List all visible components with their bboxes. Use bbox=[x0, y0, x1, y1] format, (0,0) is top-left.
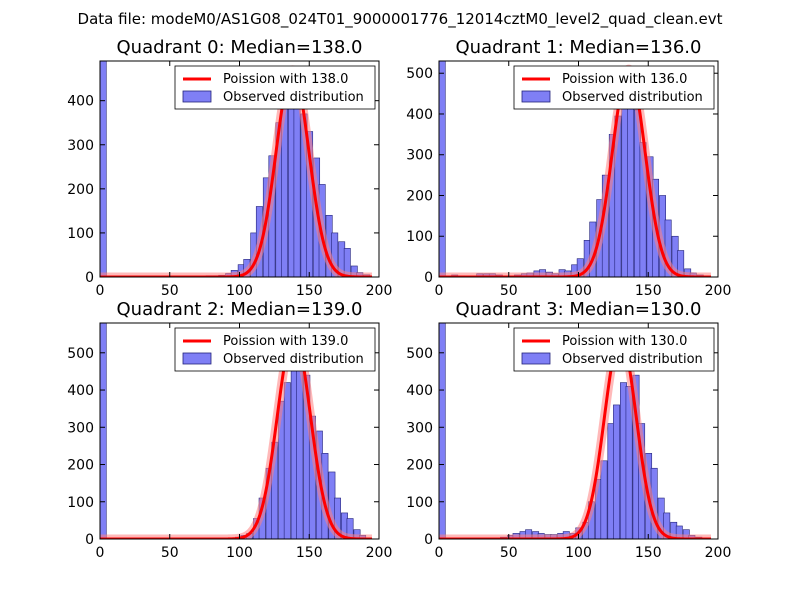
chart-2-bar-19 bbox=[334, 497, 341, 539]
panels: Quadrant 0: Median=138.0 0 50 100 150 200 0 100… bbox=[67, 37, 731, 561]
chart-2-xtick-label-3: 150 bbox=[296, 545, 323, 561]
chart-2-legend-bars-label: Observed distribution bbox=[223, 352, 364, 367]
chart-1-plot-area bbox=[439, 61, 715, 277]
chart-3-ytick-label-2: 200 bbox=[406, 458, 433, 474]
chart-2-legend-curve-label: Poission with 139.0 bbox=[223, 334, 348, 349]
chart-0-xtick-label-1: 50 bbox=[161, 283, 179, 299]
chart-1-title: Quadrant 1: Median=136.0 bbox=[456, 37, 702, 58]
chart-1-ytick-label-3: 300 bbox=[406, 148, 433, 164]
chart-2-ytick-label-1: 100 bbox=[67, 495, 94, 511]
chart-3-legend-curve-label: Poission with 130.0 bbox=[562, 334, 687, 349]
chart-0-bar-24 bbox=[350, 265, 358, 277]
chart-0-legend-bars-label: Observed distribution bbox=[223, 90, 364, 105]
chart-0-legend-curve-label: Poission with 138.0 bbox=[223, 72, 348, 87]
chart-1-legend-bars-swatch bbox=[521, 90, 551, 103]
chart-3-xtick-label-4: 200 bbox=[705, 545, 732, 561]
chart-1-legend: Poission with 136.0 Observed distribution bbox=[513, 65, 715, 110]
chart-0-ytick-label-4: 400 bbox=[67, 94, 94, 110]
chart-2-xtick-label-2: 100 bbox=[226, 545, 253, 561]
chart-3-bar-18 bbox=[600, 460, 608, 539]
chart-0-ytick-label-1: 100 bbox=[67, 226, 94, 242]
chart-3-ytick-label-5: 500 bbox=[406, 346, 433, 362]
chart-3-ytick-label-0: 0 bbox=[424, 532, 433, 548]
chart-3: Quadrant 3: Median=130.0 0 50 100 150 200 0 100… bbox=[406, 299, 731, 561]
chart-2-ytick-label-0: 0 bbox=[85, 532, 94, 548]
chart-0-title: Quadrant 0: Median=138.0 bbox=[117, 37, 363, 58]
chart-0-xtick-label-2: 100 bbox=[226, 283, 253, 299]
chart-1-ytick-label-1: 100 bbox=[406, 229, 433, 245]
chart-3-bar-0 bbox=[439, 323, 446, 539]
chart-2-ytick-label-3: 300 bbox=[67, 420, 94, 436]
chart-0-legend-bars-swatch bbox=[182, 90, 212, 103]
chart-3-poisson-curve bbox=[439, 336, 712, 539]
chart-2-bar-11 bbox=[283, 382, 291, 539]
chart-3-bar-20 bbox=[613, 404, 620, 539]
figure-suptitle: Data file: modeM0/AS1G08_024T01_90000017… bbox=[78, 10, 723, 29]
chart-3-bar-6 bbox=[525, 529, 533, 539]
chart-1-ytick-label-5: 500 bbox=[406, 66, 433, 82]
chart-2-ytick-label-4: 400 bbox=[67, 383, 94, 399]
chart-1: Quadrant 1: Median=136.0 0 50 100 150 200 0 100… bbox=[406, 37, 731, 299]
chart-0-ytick-label-0: 0 bbox=[85, 270, 94, 286]
chart-1-xtick-label-1: 50 bbox=[500, 283, 518, 299]
chart-3-xtick-label-0: 0 bbox=[435, 545, 444, 561]
chart-0-xtick-label-3: 150 bbox=[296, 283, 323, 299]
chart-3-legend-bars-label: Observed distribution bbox=[562, 352, 703, 367]
chart-2-legend-box bbox=[174, 327, 376, 372]
chart-2: Quadrant 2: Median=139.0 0 50 100 150 200 0 100… bbox=[67, 299, 392, 561]
chart-3-title: Quadrant 3: Median=130.0 bbox=[456, 299, 702, 320]
chart-2-xtick-label-0: 0 bbox=[96, 545, 105, 561]
chart-0-ytick-label-2: 200 bbox=[67, 182, 94, 198]
chart-1-ytick-label-4: 400 bbox=[406, 107, 433, 123]
chart-1-xtick-label-0: 0 bbox=[435, 283, 444, 299]
chart-1-legend-box bbox=[513, 65, 715, 110]
chart-1-ytick-label-0: 0 bbox=[424, 270, 433, 286]
chart-3-xtick-label-1: 50 bbox=[500, 545, 518, 561]
chart-3-ytick-label-4: 400 bbox=[406, 383, 433, 399]
chart-3-legend: Poission with 130.0 Observed distribution bbox=[513, 327, 715, 372]
chart-0-bar-0 bbox=[100, 61, 107, 277]
chart-1-poisson-curve bbox=[439, 67, 712, 277]
chart-1-bar-0 bbox=[439, 61, 446, 277]
chart-2-title: Quadrant 2: Median=139.0 bbox=[117, 299, 363, 320]
chart-3-plot-area bbox=[439, 323, 715, 539]
chart-3-bar-31 bbox=[682, 529, 690, 539]
chart-0-bar-23 bbox=[343, 248, 351, 277]
chart-2-ytick-label-2: 200 bbox=[67, 458, 94, 474]
chart-2-legend: Poission with 139.0 Observed distribution bbox=[174, 327, 376, 372]
chart-1-xtick-label-4: 200 bbox=[705, 283, 732, 299]
chart-1-bar-28 bbox=[627, 81, 634, 277]
chart-0-xtick-label-0: 0 bbox=[96, 283, 105, 299]
chart-3-ytick-label-3: 300 bbox=[406, 420, 433, 436]
chart-2-legend-bars-swatch bbox=[182, 352, 212, 365]
chart-3-ytick-label-1: 100 bbox=[406, 495, 433, 511]
chart-0-legend: Poission with 138.0 Observed distribution bbox=[174, 65, 376, 110]
chart-0: Quadrant 0: Median=138.0 0 50 100 150 200 0 100… bbox=[67, 37, 392, 299]
chart-1-xtick-label-3: 150 bbox=[635, 283, 662, 299]
chart-2-bar-0 bbox=[100, 323, 107, 539]
chart-1-legend-bars-label: Observed distribution bbox=[562, 90, 703, 105]
chart-2-xtick-label-1: 50 bbox=[161, 545, 179, 561]
chart-3-xtick-label-2: 100 bbox=[565, 545, 592, 561]
chart-3-legend-bars-swatch bbox=[521, 352, 551, 365]
chart-0-poisson-curve bbox=[100, 68, 373, 277]
chart-1-legend-curve-label: Poission with 136.0 bbox=[562, 72, 687, 87]
chart-2-ytick-label-5: 500 bbox=[67, 346, 94, 362]
chart-0-ytick-label-3: 300 bbox=[67, 138, 94, 154]
chart-2-bar-21 bbox=[346, 518, 354, 539]
chart-0-xtick-label-4: 200 bbox=[366, 283, 393, 299]
chart-1-ytick-label-2: 200 bbox=[406, 188, 433, 204]
chart-1-xtick-label-2: 100 bbox=[565, 283, 592, 299]
chart-3-xtick-label-3: 150 bbox=[635, 545, 662, 561]
chart-2-xtick-label-4: 200 bbox=[366, 545, 393, 561]
